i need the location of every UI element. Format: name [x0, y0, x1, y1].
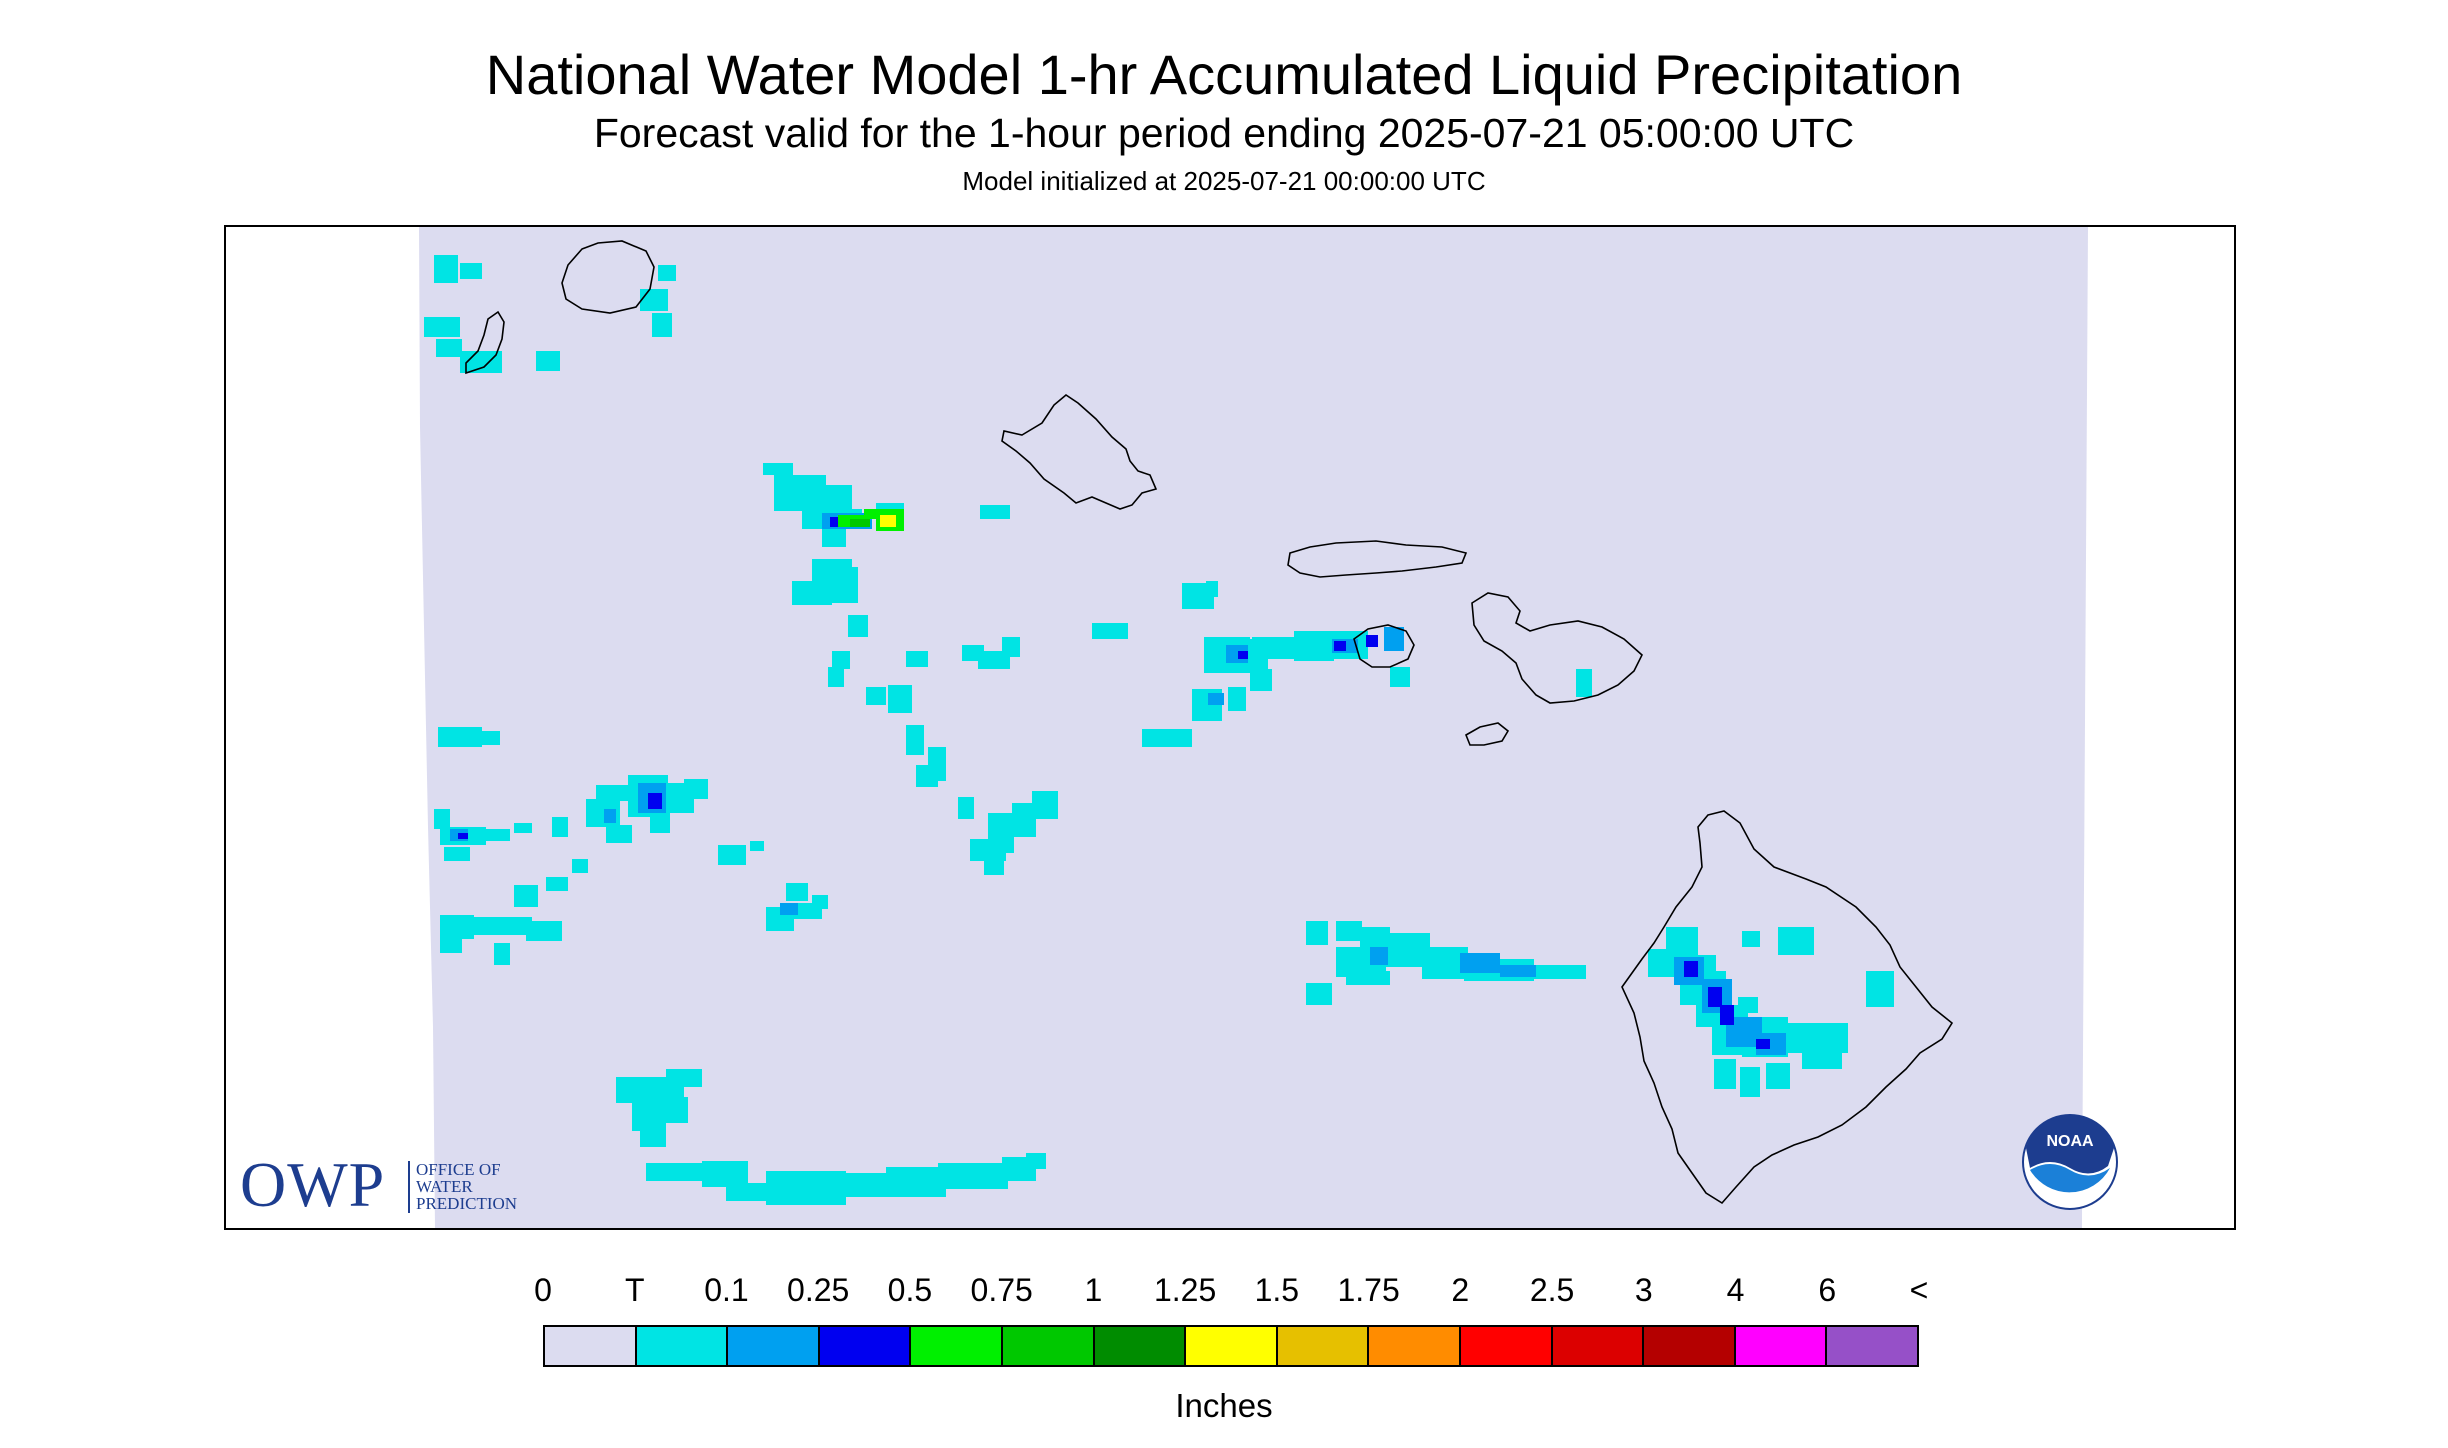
legend-tick-label: 1.25 [1153, 1272, 1217, 1308]
legend-swatch [545, 1327, 637, 1365]
legend-tick-label: 1.75 [1337, 1272, 1400, 1308]
legend-swatch [1644, 1327, 1736, 1365]
owp-line-2: WATER [416, 1177, 473, 1196]
legend-swatch [819, 1327, 912, 1365]
map-subtitle: Forecast valid for the 1-hour period end… [593, 110, 1855, 156]
legend-tick-label: 1.5 [1254, 1272, 1300, 1308]
legend-tick-label: 4 [1726, 1272, 1745, 1308]
noaa-logo-text: NOAA [2046, 1133, 2094, 1150]
owp-line-3: PREDICTION [416, 1194, 518, 1213]
legend-tick-label: 6 [1818, 1272, 1837, 1308]
owp-line-1: OFFICE OF [416, 1160, 501, 1179]
legend-swatch [1002, 1327, 1095, 1365]
legend-tick-label: 2.5 [1529, 1272, 1575, 1308]
legend-tick-label: T [624, 1272, 645, 1308]
legend-tick-label: 2 [1451, 1272, 1470, 1308]
coast-hawaii [1621, 810, 1954, 1205]
coast-kauai [561, 240, 655, 314]
legend-tick-label: 0.75 [970, 1272, 1033, 1308]
legend-swatch [728, 1327, 820, 1365]
legend-swatch [1552, 1327, 1645, 1365]
coastlines [465, 240, 1954, 1205]
init-time: Model initialized at 2025-07-21 00:00:00… [962, 166, 1486, 196]
coast-kahoolawe [1464, 722, 1510, 746]
legend-tick-label: 0.25 [787, 1272, 850, 1308]
legend-swatch [1186, 1327, 1278, 1365]
legend-tick-label: 0.5 [887, 1272, 933, 1308]
legend-tick-label: < [1909, 1272, 1929, 1308]
owp-logo-divider [408, 1161, 410, 1213]
model-domain [419, 227, 2088, 1228]
coast-maui [1471, 592, 1643, 704]
precip-0p75 [850, 519, 870, 527]
owp-logo-text: OFFICE OF WATER PREDICTION [416, 1161, 517, 1212]
map-title: National Water Model 1-hr Accumulated Li… [485, 43, 1963, 106]
precipitation-map: NOAA OWP OFFICE OF WATER PREDICTION [224, 225, 2236, 1230]
legend-swatch [1094, 1327, 1187, 1365]
color-legend [543, 1325, 1919, 1367]
coast-molokai [1287, 540, 1468, 578]
legend-swatch [911, 1327, 1003, 1365]
coast-oahu [1001, 394, 1158, 510]
coast-lanai [1353, 624, 1415, 668]
noaa-logo: NOAA [2022, 1114, 2118, 1210]
legend-units: Inches [1175, 1387, 1273, 1424]
legend-swatch [1460, 1327, 1553, 1365]
legend-swatch [1735, 1327, 1828, 1365]
coast-niihau [465, 310, 505, 375]
legend-swatch [1369, 1327, 1461, 1365]
legend-tick-label: 0.1 [704, 1272, 749, 1308]
legend-swatch [636, 1327, 729, 1365]
legend-swatch [1827, 1327, 1917, 1365]
precip-1p25 [880, 515, 896, 527]
map-canvas: NOAA [419, 227, 2118, 1228]
legend-tick-label: 3 [1634, 1272, 1653, 1308]
owp-logo-mark: OWP [240, 1149, 386, 1220]
legend-tick-label: 1 [1084, 1272, 1103, 1308]
legend-tick-label: 0 [534, 1272, 552, 1308]
legend-swatch [1277, 1327, 1370, 1365]
